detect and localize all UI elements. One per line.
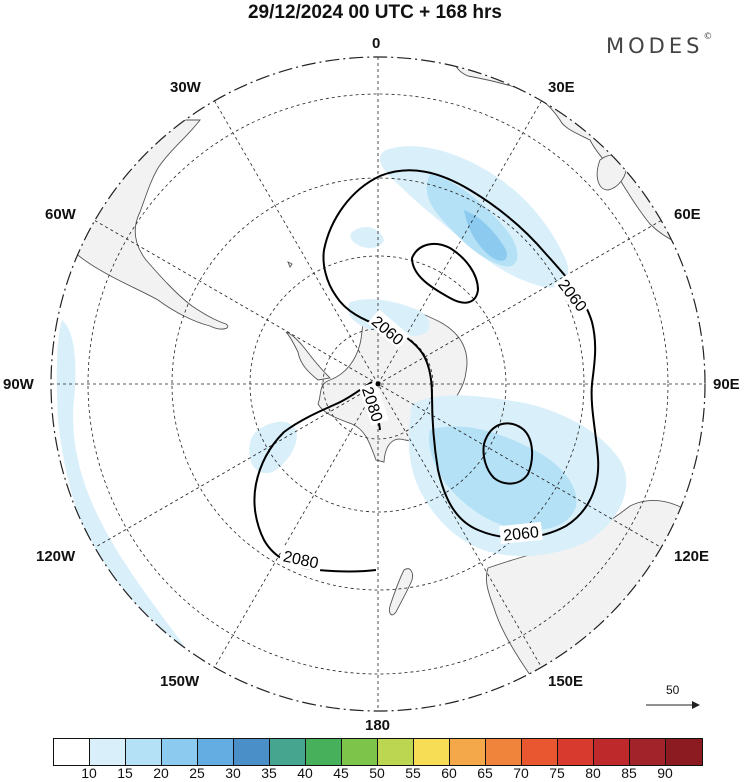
legend-swatch bbox=[162, 739, 198, 765]
map-title: 29/12/2024 00 UTC + 168 hrs bbox=[247, 2, 503, 23]
longitude-label-90e: 90E bbox=[713, 376, 740, 393]
contour-2060-inner-north bbox=[410, 242, 480, 304]
legend-tick-label: 40 bbox=[297, 765, 313, 781]
legend-tick-label: 60 bbox=[441, 765, 457, 781]
legend-tick-label: 35 bbox=[261, 765, 277, 781]
meridian-line bbox=[94, 220, 662, 548]
meridian-line bbox=[214, 100, 542, 668]
legend-tick-label: 70 bbox=[513, 765, 529, 781]
legend-swatch bbox=[342, 739, 378, 765]
longitude-label-0: 0 bbox=[372, 35, 381, 52]
wind-core-indian-ocean bbox=[428, 426, 577, 531]
legend-tick-label: 80 bbox=[585, 765, 601, 781]
legend-swatch bbox=[198, 739, 234, 765]
legend-tick-label: 85 bbox=[621, 765, 637, 781]
legend-swatch bbox=[594, 739, 630, 765]
legend-swatch bbox=[90, 739, 126, 765]
legend-tick-label: 30 bbox=[225, 765, 241, 781]
legend-swatch bbox=[414, 739, 450, 765]
longitude-label-150w: 150W bbox=[160, 673, 200, 690]
legend-swatch bbox=[522, 739, 558, 765]
longitude-label-60e: 60E bbox=[674, 206, 701, 223]
legend-swatch bbox=[630, 739, 666, 765]
latitude-circle bbox=[87, 93, 669, 675]
antarctic-peninsula bbox=[285, 331, 331, 381]
longitude-label-30e: 30E bbox=[548, 79, 575, 96]
longitude-label-30w: 30W bbox=[170, 79, 201, 96]
south-pole-marker bbox=[375, 381, 381, 387]
longitude-label-60w: 60W bbox=[45, 206, 76, 223]
wind-scale-arrow bbox=[646, 701, 700, 709]
legend-tick-label: 75 bbox=[549, 765, 565, 781]
map-boundary bbox=[50, 56, 706, 712]
wind-max-south-atlantic bbox=[464, 210, 507, 261]
legend-tick-label: 15 bbox=[117, 765, 133, 781]
longitude-label-120w: 120W bbox=[36, 548, 76, 565]
copyright-mark: © bbox=[703, 32, 713, 42]
legend-swatch bbox=[54, 739, 90, 765]
legend-swatch bbox=[558, 739, 594, 765]
longitude-label-180: 180 bbox=[365, 717, 391, 734]
legend-swatch bbox=[450, 739, 486, 765]
brand-name: MODES bbox=[606, 34, 704, 58]
longitude-label-150e: 150E bbox=[548, 673, 584, 690]
legend-swatch bbox=[666, 739, 702, 765]
contour-label: 2060 bbox=[503, 524, 540, 545]
longitude-label-90w: 90W bbox=[3, 376, 34, 393]
latitude-circle bbox=[171, 177, 585, 591]
legend-swatch bbox=[486, 739, 522, 765]
legend-swatch bbox=[306, 739, 342, 765]
longitude-label-120e: 120E bbox=[674, 548, 710, 565]
brand-logo: MODES© bbox=[606, 32, 713, 58]
contour-2060-inner-south bbox=[482, 422, 534, 485]
legend-swatch bbox=[378, 739, 414, 765]
legend-tick-label: 50 bbox=[369, 765, 385, 781]
legend-tick-label: 55 bbox=[405, 765, 421, 781]
wind-band-north bbox=[350, 226, 384, 248]
legend-tick-label: 25 bbox=[189, 765, 205, 781]
legend-tick-label: 90 bbox=[657, 765, 673, 781]
meridian-line bbox=[214, 100, 542, 668]
legend-tick-label: 10 bbox=[81, 765, 97, 781]
wind-band-ross-sea bbox=[249, 421, 297, 474]
legend-tick-label: 45 bbox=[333, 765, 349, 781]
legend-swatch bbox=[126, 739, 162, 765]
legend-swatch bbox=[270, 739, 306, 765]
legend-swatch bbox=[234, 739, 270, 765]
legend-tick-label: 65 bbox=[477, 765, 493, 781]
legend-tick-label: 20 bbox=[153, 765, 169, 781]
color-legend bbox=[53, 738, 703, 766]
new-zealand-land bbox=[389, 568, 413, 616]
wind-scale-label: 50 bbox=[666, 683, 680, 697]
